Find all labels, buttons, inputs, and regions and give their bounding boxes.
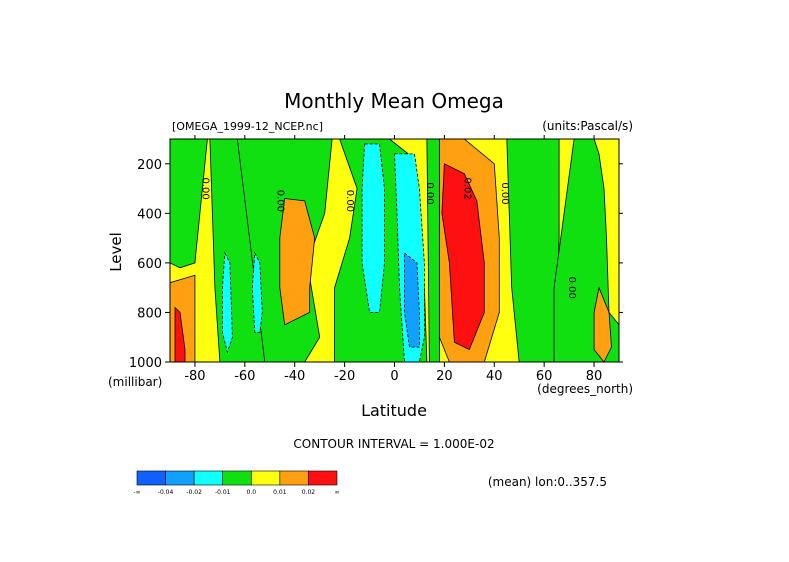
y-axis-units: (millibar) [108,375,162,389]
mean-lon-note: (mean) lon:0..357.5 [488,475,607,489]
region-green-0 [170,139,208,269]
x-tick-label-2: -40 [284,369,305,384]
x-tick-label-5: 20 [436,369,453,384]
colorbar-label-1: -0.04 [158,489,174,496]
colorbar-label-2: -0.02 [186,489,202,496]
colorbar-label-6: 0.02 [302,489,316,496]
colorbar-label-0: -∞ [133,489,140,496]
colorbar-swatch-3 [222,470,252,486]
contour-labels: 0.00 0.00 0.00 0.00 0.02 0.00 0.00 [199,177,577,298]
contour-label-6: 0.00 [566,277,577,299]
y-tick-label-3: 800 [137,306,162,321]
chart-subtitle-left: [OMEGA_1999-12_NCEP.nc] [172,120,323,133]
x-axis-label: Latitude [361,401,427,420]
x-tick-label-6: 40 [486,369,503,384]
region-red-1 [441,163,485,351]
colorbar: -∞ -0.04 -0.02 -0.01 0.0 0.01 0.02 ∞ [133,470,340,496]
y-tick-label-0: 200 [137,158,162,173]
colorbar-swatch-4 [250,470,281,486]
region-orange-1 [279,198,316,326]
colorbar-swatch-1 [165,470,195,486]
axes: -80 -60 -40 -20 0 20 40 60 80 200 400 600 800 1000 [129,135,623,384]
region-green-4 [426,139,440,362]
x-tick-label-4: 0 [390,369,398,384]
chart-subtitle-right: (units:Pascal/s) [542,119,633,133]
contour-label-3: 0.00 [424,182,435,204]
contour-label-1: 0.00 [274,190,285,212]
colorbar-label-5: 0.01 [273,489,287,496]
colorbar-swatch-0 [136,470,166,486]
y-tick-label-4: 1000 [129,356,162,371]
x-tick-label-0: -80 [184,369,205,384]
x-tick-label-3: -20 [334,369,355,384]
contour-label-4: 0.02 [461,177,472,199]
region-orange-3 [593,286,612,362]
colorbar-swatch-6 [308,470,338,486]
x-axis-units: (degrees_north) [537,382,633,396]
chart-title: Monthly Mean Omega [284,89,504,113]
x-tick-label-7: 60 [536,369,553,384]
colorbar-label-7: ∞ [335,489,340,496]
region-cyan-1 [251,251,263,333]
colorbar-label-4: 0.0 [247,489,257,496]
region-red-0 [174,306,186,362]
colorbar-label-3: -0.01 [215,489,231,496]
contour-label-5: 0.00 [499,182,510,204]
y-axis-label: Level [107,232,125,272]
x-tick-label-1: -60 [234,369,255,384]
y-tick-label-2: 600 [137,257,162,272]
colorbar-swatch-5 [279,470,309,486]
plot-area [170,139,619,362]
contour-interval-note: CONTOUR INTERVAL = 1.000E-02 [293,437,494,451]
contour-label-0: 0.00 [199,177,210,199]
y-tick-label-1: 400 [137,207,162,222]
region-cyan-0 [221,251,233,354]
x-tick-label-8: 80 [586,369,603,384]
region-cyan-2 [361,143,385,313]
contour-label-2: 0.00 [344,190,355,212]
region-blue-0 [404,252,420,348]
colorbar-swatch-2 [193,470,224,486]
